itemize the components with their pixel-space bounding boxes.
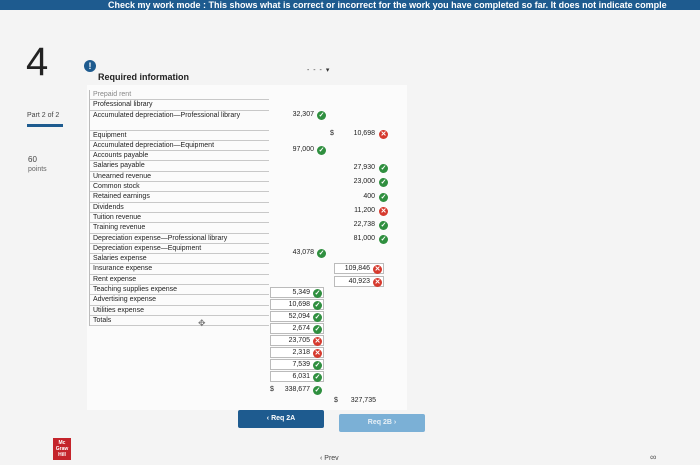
account-row: Accounts payable — [90, 151, 269, 162]
account-row: Retained earnings — [90, 192, 269, 203]
debit-total: 338,677 — [284, 386, 310, 393]
trial-balance-sheet — [87, 85, 407, 410]
correct-icon: ✓ — [313, 325, 322, 334]
debit-utilities[interactable]: 6,031 — [292, 373, 310, 380]
credit-unearned-revenue[interactable]: 11,200 — [354, 207, 375, 214]
correct-icon: ✓ — [317, 111, 326, 120]
debit-insurance[interactable]: 2,674 — [292, 325, 310, 332]
incorrect-icon: ✕ — [373, 278, 382, 287]
correct-icon: ✓ — [313, 361, 322, 370]
account-row: Insurance expense — [90, 264, 269, 275]
account-row: Equipment — [90, 131, 269, 141]
correct-icon: ✓ — [379, 193, 388, 202]
points-value: 60 — [28, 155, 37, 164]
debit-box-rent[interactable] — [270, 335, 324, 346]
debit-box-salaries[interactable] — [270, 311, 324, 322]
prev-req-button[interactable]: ‹ Req 2A — [238, 410, 324, 428]
credit-tuition[interactable]: 109,846 — [344, 265, 370, 272]
account-row: Accumulated depreciation—Professional li… — [90, 111, 269, 131]
debit-salaries[interactable]: 52,094 — [288, 313, 310, 320]
question-number: 4 — [26, 40, 49, 84]
scroll-indicator: - - - ▾ — [307, 67, 331, 74]
debit-box-utilities[interactable] — [270, 371, 324, 382]
account-row: Totals — [90, 316, 269, 327]
account-row: Training revenue — [90, 223, 269, 234]
next-req-button[interactable]: Req 2B › — [339, 414, 425, 432]
debit-total-dollar: $ — [270, 386, 274, 393]
correct-icon: ✓ — [313, 373, 322, 382]
account-row: Utilities expense — [90, 306, 269, 316]
debit-box-teaching[interactable] — [270, 347, 324, 358]
correct-icon: ✓ — [379, 178, 388, 187]
debit-box-dep-equip[interactable] — [270, 299, 324, 310]
correct-icon: ✓ — [313, 301, 322, 310]
mcgraw-hill-logo: Mc Graw Hill — [53, 438, 71, 460]
credit-retained-earnings[interactable]: 81,000 — [353, 235, 375, 242]
account-row: Salaries payable — [90, 161, 269, 172]
account-row: Salaries expense — [90, 254, 269, 265]
credit-training[interactable]: 40,923 — [348, 278, 370, 285]
incorrect-icon: ✕ — [313, 349, 322, 358]
debit-box-dep-prof[interactable] — [270, 287, 324, 298]
required-information-heading: Required information — [98, 72, 190, 82]
incorrect-icon: ✕ — [373, 265, 382, 274]
account-row: Accumulated depreciation—Equipment — [90, 141, 269, 152]
credit-box-tuition[interactable] — [334, 263, 384, 274]
prev-link[interactable]: ‹ Prev — [320, 455, 339, 462]
credit-total-dollar: $ — [334, 397, 338, 404]
debit-equipment[interactable]: 97,000 — [292, 146, 314, 153]
account-row: Advertising expense — [90, 295, 269, 306]
debit-dividends[interactable]: 43,078 — [292, 249, 314, 256]
account-row: Tuition revenue — [90, 213, 269, 224]
debit-prof-library[interactable]: 32,307 — [292, 111, 314, 118]
correct-icon: ✓ — [313, 386, 322, 395]
check-my-work-banner: Check my work mode : This shows what is … — [0, 0, 700, 10]
credit-total: 327,735 — [350, 397, 376, 404]
account-row: Common stock — [90, 182, 269, 193]
account-row-cut: Prepaid rent — [90, 90, 269, 101]
debit-advertising[interactable]: 7,539 — [292, 361, 310, 368]
incorrect-icon: ✕ — [379, 130, 388, 139]
debit-dep-equip[interactable]: 10,698 — [288, 301, 310, 308]
correct-icon: ✓ — [379, 221, 388, 230]
correct-icon: ✓ — [317, 249, 326, 258]
debit-box-advertising[interactable] — [270, 359, 324, 370]
account-row: Depreciation expense—Equipment — [90, 244, 269, 255]
correct-icon: ✓ — [317, 146, 326, 155]
account-row: Depreciation expense—Professional librar… — [90, 234, 269, 244]
correct-icon: ✓ — [379, 235, 388, 244]
correct-icon: ✓ — [313, 313, 322, 322]
incorrect-icon: ✕ — [379, 207, 388, 216]
account-row: Teaching supplies expense — [90, 285, 269, 296]
correct-icon: ✓ — [313, 289, 322, 298]
debit-rent[interactable]: 23,705 — [288, 337, 310, 344]
credit-dollar: $ — [330, 130, 334, 137]
debit-teaching[interactable]: 2,318 — [292, 349, 310, 356]
part-indicator: Part 2 of 2 — [27, 112, 60, 119]
points-label: points — [28, 166, 47, 173]
credit-acc-dep-equip[interactable]: 27,930 — [353, 164, 375, 171]
debit-dep-prof[interactable]: 5,349 — [292, 289, 310, 296]
info-icon: ! — [84, 60, 96, 72]
debit-box-insurance[interactable] — [270, 323, 324, 334]
credit-acc-dep-prof[interactable]: 10,698 — [353, 130, 375, 137]
account-row: Rent expense — [90, 275, 269, 286]
account-row: Professional library — [90, 100, 269, 111]
part-progress-bar — [27, 124, 63, 127]
incorrect-icon: ✕ — [313, 337, 322, 346]
move-cursor-icon: ✥ — [198, 318, 206, 328]
account-names-column: Prepaid rent Professional library Accumu… — [89, 90, 269, 327]
credit-accounts-payable[interactable]: 23,000 — [353, 178, 375, 185]
credit-box-training[interactable] — [334, 276, 384, 287]
credit-common-stock[interactable]: 22,738 — [353, 221, 375, 228]
account-row: Dividends — [90, 203, 269, 213]
account-row: Unearned revenue — [90, 172, 269, 183]
correct-icon: ✓ — [379, 164, 388, 173]
credit-salaries-payable[interactable]: 400 — [363, 193, 375, 200]
link-icon[interactable]: ∞ — [650, 452, 657, 462]
